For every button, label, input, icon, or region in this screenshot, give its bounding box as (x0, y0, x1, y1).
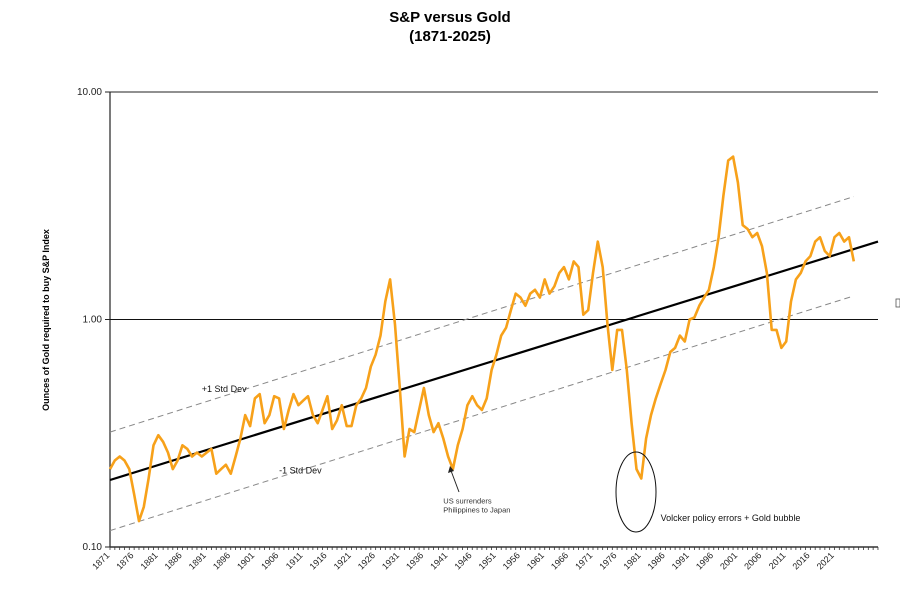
x-tick-label: 1956 (501, 550, 522, 571)
x-tick-label: 1876 (114, 550, 135, 571)
minus-std-line (109, 295, 854, 532)
edge-marker (895, 298, 900, 308)
volcker-ellipse (615, 451, 657, 533)
y-ticks: 0.10 1.00 10.00 (77, 87, 110, 553)
x-tick-label: 1906 (259, 550, 280, 571)
y-tick-label: 1.00 (83, 315, 103, 326)
x-tick-label: 2021 (815, 550, 836, 571)
y-tick-label: 10.00 (77, 87, 102, 98)
x-tick-label: 2011 (767, 550, 788, 571)
x-tick-label: 1951 (477, 550, 498, 571)
x-tick-label: 1911 (284, 550, 305, 571)
x-tick-label: 1891 (187, 550, 208, 571)
x-tick-label: 1896 (211, 550, 232, 571)
x-tick-label: 1916 (308, 550, 329, 571)
x-tick-label: 2016 (791, 550, 812, 571)
y-axis-label: Ounces of Gold required to buy S&P Index (41, 229, 51, 411)
x-tick-label: 1996 (694, 550, 715, 571)
x-ticks: 1871 1876 1881 1886 1891 1896 1901 1906 1911 1916… (90, 547, 879, 572)
annotation-arrow (449, 467, 460, 493)
plus-std-line (109, 196, 854, 433)
x-tick-label: 1961 (525, 550, 546, 571)
annotation-minus-std: -1 Std Dev (279, 466, 322, 476)
x-tick-label: 1921 (332, 550, 353, 571)
x-tick-label: 2001 (718, 550, 739, 571)
annotation-volcker: Volcker policy errors + Gold bubble (661, 513, 801, 523)
chart-title: S&P versus Gold (389, 9, 510, 26)
x-tick-label: 1886 (163, 550, 184, 571)
x-tick-label: 1871 (90, 550, 111, 571)
x-tick-label: 1881 (138, 550, 159, 571)
x-tick-label: 1981 (621, 550, 642, 571)
x-tick-label: 1966 (549, 550, 570, 571)
annotation-plus-std: +1 Std Dev (202, 384, 247, 394)
annotation-philippines: Philippines to Japan (443, 505, 510, 514)
series-lines (108, 155, 879, 532)
x-tick-label: 1901 (235, 550, 256, 571)
x-tick-label: 1931 (380, 550, 401, 571)
x-tick-label: 1991 (670, 550, 691, 571)
y-tick-label: 0.10 (83, 542, 103, 553)
ratio-line (108, 155, 856, 523)
x-tick-label: 1936 (404, 550, 425, 571)
annotation-us-surrenders: US surrenders (443, 497, 492, 506)
x-tick-label: 1946 (452, 550, 473, 571)
x-tick-label: 2006 (742, 550, 763, 571)
x-tick-label: 1941 (428, 550, 449, 571)
x-tick-label: 1976 (597, 550, 618, 571)
chart-subtitle: (1871-2025) (409, 28, 491, 45)
x-tick-label: 1926 (356, 550, 377, 571)
x-tick-label: 1971 (573, 550, 594, 571)
plot-frame (109, 91, 878, 548)
arrow-head-icon (448, 466, 454, 473)
x-tick-label: 1986 (646, 550, 667, 571)
